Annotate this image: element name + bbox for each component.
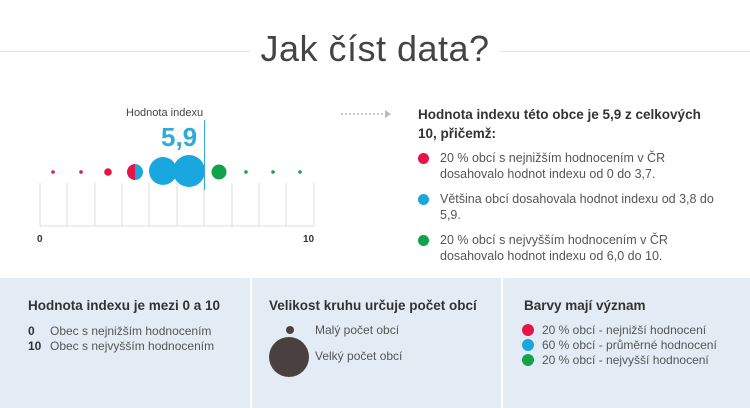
index-range-min-number: 0	[28, 324, 35, 338]
bubble-green-4	[298, 170, 302, 174]
index-label: Hodnota indexu	[126, 107, 204, 119]
bubble-green-2	[244, 170, 248, 174]
green-dot-icon	[522, 354, 534, 366]
explanation-list: 20 % obcí s nejnižším hodnocením v ČR do…	[418, 150, 718, 273]
color-red-label: 20 % obcí - nejnižší hodnocení	[542, 323, 707, 337]
bubble-green-3	[271, 170, 275, 174]
index-range-min-text: Obec s nejnižším hodnocením	[50, 324, 212, 338]
explanation-text: 20 % obcí s nejnižším hodnocením v ČR do…	[440, 151, 666, 181]
red-dot-icon	[418, 153, 429, 164]
index-marker-line	[204, 120, 205, 190]
axis-max-label: 10	[303, 234, 315, 245]
colors-title: Barvy mají význam	[524, 298, 646, 313]
small-circle-icon	[286, 326, 294, 334]
explanation-title: Hodnota indexu této obce je 5,9 z celkov…	[418, 107, 701, 141]
explanation-item-red: 20 % obcí s nejnižším hodnocením v ČR do…	[418, 150, 718, 182]
chart-grid	[39, 183, 315, 227]
bubble-green-1	[211, 164, 227, 180]
legend-index-range: Hodnota indexu je mezi 0 a 10 0 Obec s ne…	[0, 278, 248, 408]
color-blue-label: 60 % obcí - průměrné hodnocení	[542, 338, 717, 352]
blue-dot-icon	[522, 339, 534, 351]
bubble-red-half	[127, 164, 135, 180]
large-circle-icon	[269, 337, 309, 377]
pointer-arrow-icon	[385, 110, 391, 118]
explanation-item-blue: Většina obcí dosahovala hodnot indexu od…	[418, 191, 718, 223]
legend-colors: Barvy mají význam	[501, 278, 750, 408]
index-range-max-row: 10 Obec s nejvyšším hodnocením	[28, 339, 214, 353]
red-dot-icon	[522, 324, 534, 336]
page-title: Jak číst data?	[260, 28, 490, 69]
large-circle-label: Velký počet obcí	[315, 349, 403, 363]
explanation-text: Většina obcí dosahovala hodnot indexu od…	[440, 192, 714, 222]
axis-min-label: 0	[37, 234, 43, 245]
title-divider-left	[0, 51, 250, 52]
index-range-min-row: 0 Obec s nejnižším hodnocením	[28, 324, 211, 338]
index-range-max-number: 10	[28, 339, 42, 353]
explanation-text: 20 % obcí s nejvyšším hodnocením v ČR do…	[440, 233, 668, 263]
bubble-red-3	[104, 168, 112, 176]
index-range-title: Hodnota indexu je mezi 0 a 10	[28, 298, 221, 313]
title-divider-right	[500, 51, 750, 52]
bubble-red-2	[79, 170, 83, 174]
bubble-blue-1	[149, 157, 177, 185]
bubble-blue-2	[173, 155, 205, 187]
color-green-label: 20 % obcí - nejvyšší hodnocení	[542, 353, 709, 367]
legend-circle-size: Velikost kruhu určuje počet obcí	[250, 278, 500, 408]
explanation-item-green: 20 % obcí s nejvyšším hodnocením v ČR do…	[418, 232, 718, 264]
blue-dot-icon	[418, 194, 429, 205]
bubble-red-1	[51, 170, 55, 174]
index-range-max-text: Obec s nejvyšším hodnocením	[50, 339, 215, 353]
bubble-blue-half	[135, 164, 143, 180]
index-value: 5,9	[161, 122, 198, 152]
small-circle-label: Malý počet obcí	[315, 323, 400, 337]
circle-size-title: Velikost kruhu určuje počet obcí	[269, 298, 477, 313]
legend-panel: Hodnota indexu je mezi 0 a 10 0 Obec s ne…	[0, 278, 750, 408]
green-dot-icon	[418, 235, 429, 246]
